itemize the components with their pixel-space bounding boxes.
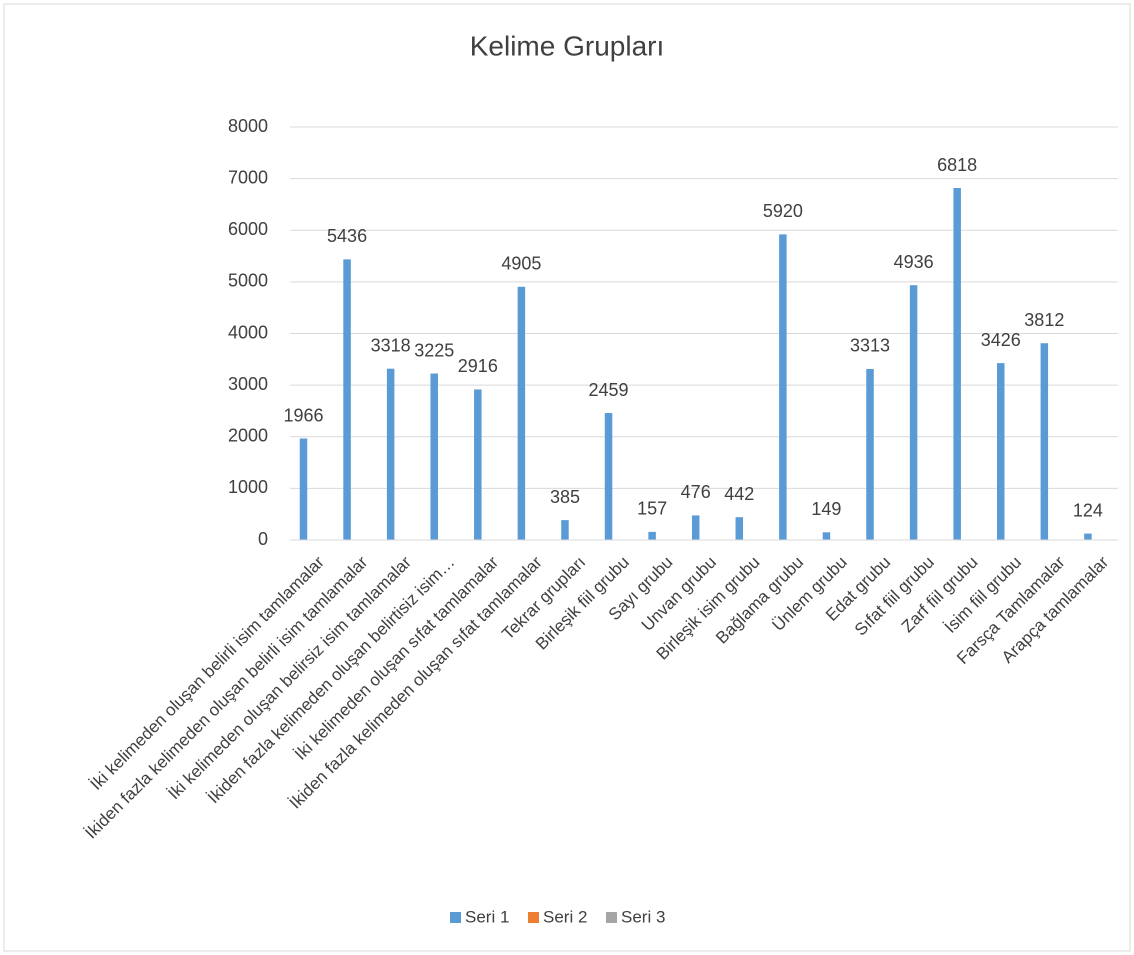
- data-label: 3313: [850, 336, 890, 356]
- bar: [386, 368, 395, 540]
- legend-swatch: [606, 912, 617, 923]
- bar: [909, 285, 918, 540]
- data-label: 5436: [327, 226, 367, 246]
- legend-swatch: [528, 912, 539, 923]
- legend-label: Seri 3: [621, 907, 665, 926]
- y-tick-label: 0: [258, 529, 268, 549]
- data-label: 442: [724, 484, 754, 504]
- data-label: 124: [1073, 500, 1103, 520]
- bar: [517, 286, 526, 540]
- bar: [1084, 533, 1092, 540]
- data-label: 3426: [981, 330, 1021, 350]
- bar: [822, 532, 831, 540]
- chart-title: Kelime Grupları: [470, 30, 665, 61]
- legend-label: Seri 1: [465, 907, 509, 926]
- y-tick-label: 1000: [228, 477, 268, 497]
- legend-label: Seri 2: [543, 907, 587, 926]
- bar: [997, 363, 1005, 540]
- data-label: 3812: [1024, 310, 1064, 330]
- bar: [866, 368, 874, 540]
- data-label: 5920: [763, 201, 803, 221]
- y-tick-label: 4000: [228, 322, 268, 342]
- y-tick-label: 8000: [228, 116, 268, 136]
- y-tick-label: 3000: [228, 374, 268, 394]
- data-label: 149: [811, 499, 841, 519]
- bar: [430, 373, 438, 540]
- data-label: 4905: [501, 254, 541, 274]
- bar: [561, 520, 569, 540]
- legend-swatch: [450, 912, 461, 923]
- bar: [474, 389, 482, 540]
- bar: [343, 259, 351, 540]
- data-label: 1966: [283, 405, 323, 425]
- bar: [648, 531, 656, 540]
- y-tick-label: 6000: [228, 219, 268, 239]
- data-label: 6818: [937, 155, 977, 175]
- data-label: 2459: [589, 380, 629, 400]
- data-label: 385: [550, 487, 580, 507]
- data-label: 3318: [371, 335, 411, 355]
- y-tick-label: 7000: [228, 167, 268, 187]
- chart-frame: [3, 3, 1131, 952]
- bar: [604, 413, 613, 540]
- data-label: 3225: [414, 340, 454, 360]
- bar: [299, 438, 308, 540]
- data-label: 4936: [894, 252, 934, 272]
- y-tick-label: 2000: [228, 426, 268, 446]
- y-tick-label: 5000: [228, 271, 268, 291]
- data-label: 2916: [458, 356, 498, 376]
- data-label: 476: [681, 482, 711, 502]
- data-label: 157: [637, 499, 667, 519]
- bar: [953, 188, 961, 540]
- bar: [1040, 343, 1049, 540]
- bar: [691, 515, 700, 540]
- bar: [779, 234, 787, 540]
- bar: [735, 517, 744, 540]
